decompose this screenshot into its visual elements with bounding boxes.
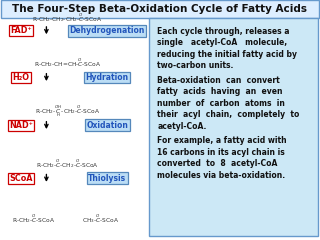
Text: The Four-Step Beta-Oxidation Cycle of Fatty Acids: The Four-Step Beta-Oxidation Cycle of Fa… (12, 4, 308, 14)
Text: R-CH$_2$-$\overset{O}{C}$-CH$_2$-$\overset{O}{C}$-SCoA: R-CH$_2$-$\overset{O}{C}$-CH$_2$-$\overs… (36, 158, 99, 171)
Text: reducing the initial fatty acid by: reducing the initial fatty acid by (157, 50, 298, 59)
Text: molecules via beta-oxidation.: molecules via beta-oxidation. (157, 171, 285, 180)
Text: SCoA: SCoA (9, 174, 33, 183)
Text: Thiolysis: Thiolysis (88, 174, 126, 183)
Text: fatty  acids  having  an  even: fatty acids having an even (157, 87, 283, 96)
Text: CH$_3$-$\overset{O}{C}$-SCoA: CH$_3$-$\overset{O}{C}$-SCoA (82, 213, 119, 226)
Text: Hydration: Hydration (86, 73, 129, 82)
Text: NAD⁺: NAD⁺ (9, 121, 33, 130)
Text: Each cycle through, releases a: Each cycle through, releases a (157, 27, 290, 36)
Text: R-CH$_2$-$\overset{OH}{\underset{H}{C}}$-CH$_2$-$\overset{O}{C}$-SCoA: R-CH$_2$-$\overset{OH}{\underset{H}{C}}$… (35, 103, 100, 120)
Text: Dehydrogenation: Dehydrogenation (69, 26, 145, 35)
Text: R-CH$_2$-CH$_2$-CH$_2$-$\overset{O}{C}$-SCoA: R-CH$_2$-CH$_2$-CH$_2$-$\overset{O}{C}$-… (32, 12, 102, 24)
Text: FAD⁺: FAD⁺ (10, 26, 32, 35)
Text: H₂O: H₂O (12, 73, 29, 82)
FancyBboxPatch shape (1, 0, 319, 18)
Text: their  acyl  chain,  completely  to: their acyl chain, completely to (157, 110, 300, 120)
Text: R-CH$_2$-CH=CH-$\overset{O}{C}$-SCoA: R-CH$_2$-CH=CH-$\overset{O}{C}$-SCoA (34, 57, 101, 70)
Text: single   acetyl-CoA   molecule,: single acetyl-CoA molecule, (157, 38, 288, 48)
Text: R-CH$_2$-$\overset{O}{C}$-SCoA: R-CH$_2$-$\overset{O}{C}$-SCoA (12, 213, 55, 226)
Text: number  of  carbon  atoms  in: number of carbon atoms in (157, 99, 285, 108)
Text: Beta-oxidation  can  convert: Beta-oxidation can convert (157, 76, 280, 85)
Text: converted  to  8  acetyl-CoA: converted to 8 acetyl-CoA (157, 159, 278, 168)
Text: two-carbon units.: two-carbon units. (157, 61, 234, 71)
Text: Oxidation: Oxidation (86, 121, 128, 130)
Text: For example, a fatty acid with: For example, a fatty acid with (157, 136, 287, 145)
FancyBboxPatch shape (149, 18, 318, 236)
Text: 16 carbons in its acyl chain is: 16 carbons in its acyl chain is (157, 148, 285, 157)
Text: acetyl-CoA.: acetyl-CoA. (157, 122, 207, 131)
